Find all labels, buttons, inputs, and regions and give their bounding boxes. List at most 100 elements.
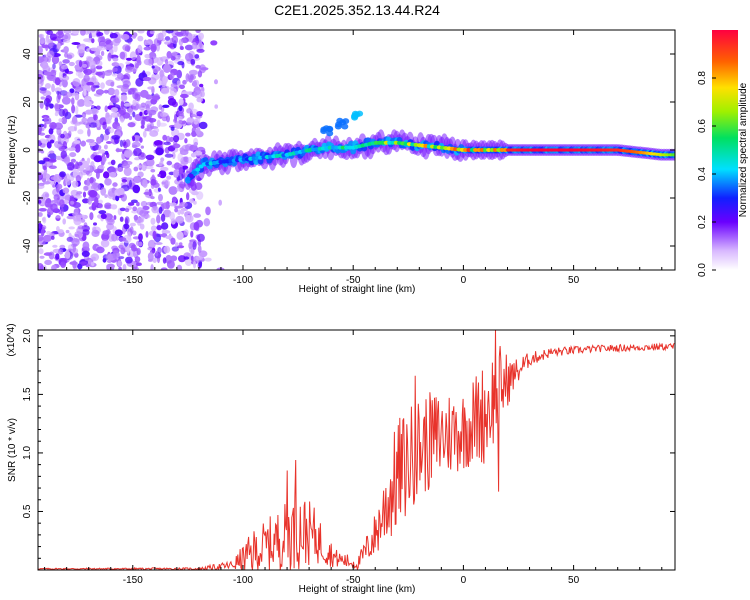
snr-frame	[37, 329, 676, 571]
heatmap-noise-cell	[178, 242, 183, 246]
heatmap-noise-cell	[39, 255, 45, 259]
heatmap-noise-cell	[142, 76, 152, 82]
heatmap-noise-cell	[196, 48, 205, 53]
heatmap-noise-cell	[77, 225, 85, 230]
heatmap-noise-cell	[62, 187, 70, 194]
y-tick-label: 0.5	[22, 504, 33, 518]
heatmap-noise-cell	[112, 250, 120, 259]
heatmap-noise-cell	[137, 171, 144, 178]
heatmap-noise-cell	[86, 30, 91, 35]
heatmap-noise-cell	[71, 116, 78, 125]
heatmap-noise-cell	[103, 89, 109, 94]
heatmap-noise-cell	[158, 206, 163, 214]
heatmap-noise-cell	[45, 95, 53, 103]
heatmap-noise-cell	[144, 54, 150, 59]
heatmap-noise-cell	[52, 184, 56, 188]
heatmap-noise-cell	[42, 165, 47, 171]
heatmap-noise-cell	[62, 141, 67, 149]
heatmap-noise-cell	[189, 144, 198, 152]
heatmap-noise-cell	[42, 216, 47, 224]
y-tick-label: -20	[22, 190, 33, 205]
heatmap-noise-cell	[110, 204, 118, 210]
y-tick-label: 1.0	[22, 446, 33, 460]
heatmap-noise-cell	[162, 134, 168, 141]
heatmap-noise-cell	[80, 140, 87, 147]
heatmap-noise-cell	[98, 210, 107, 215]
heatmap-noise-cell	[38, 160, 46, 165]
heatmap-noise-cell	[83, 68, 93, 76]
heatmap-noise-cell	[107, 188, 116, 197]
heatmap-noise-cell	[114, 65, 122, 74]
heatmap-noise-cell	[99, 41, 107, 47]
heatmap-noise-cell	[106, 69, 114, 73]
heatmap-noise-cell	[176, 80, 181, 86]
heatmap-noise-cell	[153, 140, 163, 146]
heatmap-noise-cell	[185, 132, 191, 137]
spectrogram-y-label: Frequency (Hz)	[7, 116, 18, 185]
heatmap-noise-cell	[143, 191, 152, 195]
heatmap-noise-cell	[40, 228, 45, 237]
heatmap-noise-cell	[147, 86, 155, 90]
heatmap-noise-cell	[92, 226, 97, 233]
heatmap-noise-cell	[83, 122, 91, 126]
heatmap-noise-cell	[178, 98, 184, 106]
heatmap-noise-cell	[199, 83, 204, 88]
heatmap-noise-cell	[43, 123, 47, 129]
heatmap-noise-cell	[175, 215, 184, 224]
heatmap-noise-cell	[133, 214, 139, 221]
heatmap-noise-cell	[62, 218, 66, 225]
heatmap-noise-cell	[82, 63, 88, 68]
heatmap-noise-cell	[45, 83, 51, 89]
heatmap-noise-cell	[169, 72, 175, 80]
heatmap-noise-cell	[53, 194, 60, 201]
heatmap-noise-cell	[125, 208, 130, 213]
snr-exponent-label: (x10^4)	[6, 323, 17, 356]
heatmap-branch-cell	[341, 123, 349, 130]
colorbar-tick-label: 0.0	[697, 263, 708, 277]
heatmap-noise-cell	[103, 30, 110, 35]
heatmap-noise-cell	[146, 158, 155, 167]
heatmap-noise-cell	[147, 239, 156, 249]
heatmap-noise-cell	[103, 171, 110, 179]
heatmap-noise-cell	[114, 229, 123, 237]
heatmap-noise-cell	[129, 222, 136, 227]
heatmap-noise-cell	[69, 261, 78, 266]
heatmap-noise-cell	[98, 165, 105, 170]
y-tick-label: 0	[22, 147, 33, 153]
heatmap-noise-cell	[63, 30, 72, 34]
colorbar-gradient	[712, 30, 738, 270]
heatmap-noise-cell	[95, 89, 105, 95]
heatmap-noise-cell	[114, 62, 120, 67]
heatmap-noise-cell	[142, 116, 147, 120]
heatmap-noise-cell	[181, 91, 190, 95]
heatmap-noise-cell	[167, 98, 177, 106]
heatmap-noise-cell	[117, 187, 125, 196]
heatmap-noise-cell	[82, 241, 90, 250]
x-tick-label: 50	[568, 575, 580, 586]
heatmap-noise-cell	[159, 69, 164, 78]
heatmap-noise-cell	[88, 122, 98, 128]
heatmap-noise-cell	[155, 42, 160, 52]
heatmap-noise-cell	[117, 167, 124, 172]
heatmap-ridge-core	[195, 167, 201, 172]
heatmap-noise-cell	[132, 184, 141, 194]
heatmap-noise-cell	[109, 32, 118, 39]
heatmap-noise-cell	[160, 213, 166, 222]
x-tick-label: -100	[233, 575, 253, 586]
heatmap-noise-cell	[105, 141, 113, 144]
heatmap-noise-cell	[101, 156, 107, 163]
heatmap-noise-cell	[56, 155, 61, 161]
heatmap-noise-cell	[111, 73, 119, 77]
heatmap-noise-cell	[44, 199, 52, 208]
heatmap-noise-cell	[124, 216, 130, 225]
heatmap-noise-cell	[89, 60, 96, 69]
heatmap-noise-cell	[191, 113, 197, 118]
heatmap-noise-cell	[178, 119, 183, 124]
heatmap-noise-cell	[173, 118, 178, 123]
heatmap-noise-cell	[43, 181, 51, 185]
heatmap-noise-cell	[82, 191, 87, 198]
heatmap-noise-cell	[122, 139, 127, 147]
heatmap-noise-cell	[104, 178, 112, 186]
heatmap-noise-cell	[138, 233, 143, 242]
heatmap-noise-cell	[152, 230, 157, 240]
